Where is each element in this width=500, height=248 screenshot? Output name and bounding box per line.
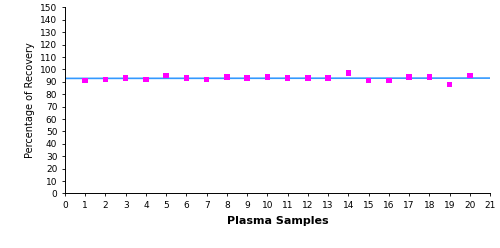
Point — [446, 82, 454, 86]
Point — [405, 75, 413, 79]
Point — [344, 71, 352, 75]
Point — [284, 76, 292, 80]
Point — [81, 79, 89, 83]
Point — [466, 74, 474, 78]
Point — [264, 75, 272, 79]
Point — [202, 77, 210, 81]
Point — [304, 76, 312, 80]
Point — [142, 77, 150, 81]
Y-axis label: Percentage of Recovery: Percentage of Recovery — [24, 43, 34, 158]
Point — [426, 75, 434, 79]
X-axis label: Plasma Samples: Plasma Samples — [226, 216, 328, 226]
Point — [243, 76, 251, 80]
Point — [324, 76, 332, 80]
Point — [364, 79, 372, 83]
Point — [102, 77, 110, 81]
Point — [162, 74, 170, 78]
Point — [182, 76, 190, 80]
Point — [122, 76, 130, 80]
Point — [385, 79, 393, 83]
Point — [223, 75, 231, 79]
